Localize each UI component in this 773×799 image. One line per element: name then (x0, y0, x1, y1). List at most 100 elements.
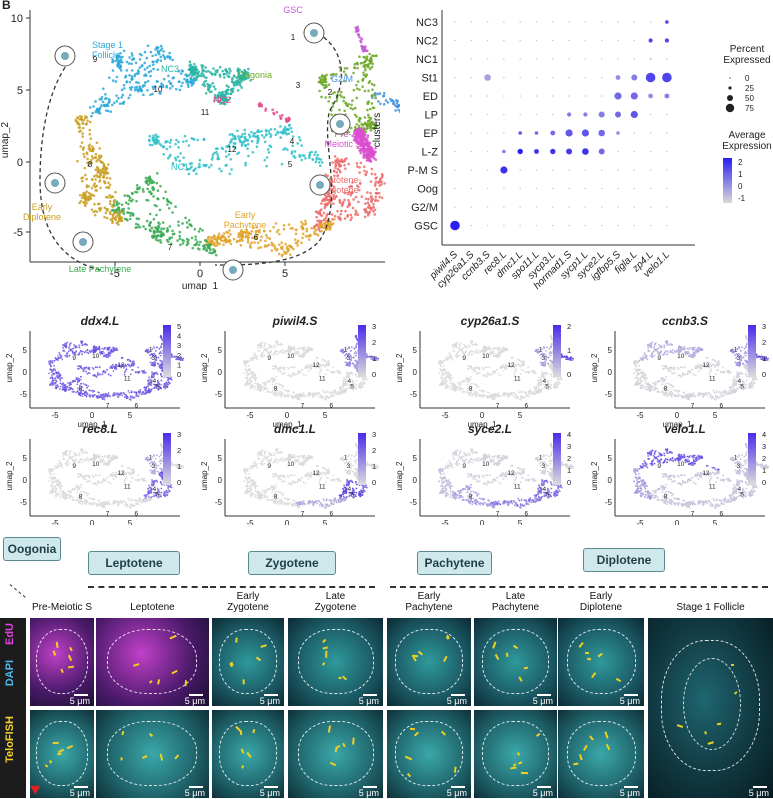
umap-point (189, 167, 192, 170)
dot-cell (633, 224, 636, 227)
umap-point (241, 142, 244, 146)
dot-cell (535, 39, 538, 42)
umap-point (248, 135, 252, 139)
label-line: 1 (149, 347, 153, 354)
umap-point (336, 174, 339, 178)
label-line: -5 (20, 390, 28, 399)
umap-point (343, 217, 347, 220)
umap-point (154, 133, 158, 137)
umap-point (237, 235, 240, 239)
feature-point (299, 395, 302, 398)
feature-point (153, 364, 156, 367)
umap-point (100, 95, 104, 99)
feature-point (268, 343, 270, 346)
umap-point (342, 96, 346, 99)
umap-point (202, 244, 205, 248)
umap-point (148, 143, 152, 147)
dot-cell (584, 21, 587, 23)
feature-point (347, 375, 350, 377)
umap-point (86, 161, 89, 165)
umap-point (260, 103, 263, 106)
umap-point (166, 140, 169, 143)
label-line: Pachytene (224, 220, 267, 230)
umap-point (119, 219, 122, 223)
umap-point (207, 243, 211, 247)
feature-point (81, 344, 84, 347)
umap-point (331, 72, 335, 76)
feature-point (291, 395, 294, 398)
umap-point (105, 207, 108, 211)
feature-point (160, 343, 163, 345)
feature-point (247, 368, 250, 371)
umap-point (192, 62, 196, 66)
feature-point (270, 391, 273, 394)
dot-cell (503, 206, 505, 208)
umap-point (366, 119, 370, 123)
umap-point (93, 182, 97, 185)
umap-point (222, 76, 226, 79)
umap-point (318, 76, 322, 79)
umap-point (218, 167, 221, 171)
legend-color-tick: 2 (738, 158, 743, 167)
umap-point (310, 226, 313, 230)
umap-point (344, 73, 348, 76)
umap-point (114, 80, 118, 83)
umap-point (197, 165, 200, 169)
umap-point (177, 220, 180, 224)
legend-color-title: Average Expression (722, 130, 771, 152)
feature-point (150, 375, 153, 377)
feature-point (94, 366, 97, 369)
umap-point (207, 235, 211, 239)
umap-point (213, 72, 217, 76)
umap-point (366, 101, 369, 104)
cell-nucleus (51, 179, 59, 187)
feature-point (58, 388, 61, 390)
cluster-number: 1 (291, 33, 296, 42)
dot-cell (486, 150, 489, 153)
dot-y-label: clusters (372, 113, 383, 147)
feature-point (354, 365, 356, 368)
feature-point (141, 391, 144, 393)
feature-point (247, 379, 250, 382)
umap-point (246, 71, 250, 75)
umap-point (344, 209, 347, 213)
umap-point (103, 215, 106, 219)
dot-cluster-label: Oog (417, 184, 438, 196)
umap-point (353, 138, 356, 142)
umap-point (111, 205, 115, 208)
umap-point (183, 77, 186, 81)
umap-point (260, 129, 263, 133)
umap-point (80, 141, 84, 144)
label-line: 11 (201, 108, 210, 117)
feature-point (168, 382, 171, 385)
umap-point (333, 91, 336, 94)
feature-point (149, 361, 152, 364)
umap-point (166, 240, 170, 244)
feature-point (318, 396, 321, 399)
feature-point (155, 356, 158, 359)
feature-x-tick: -5 (51, 411, 59, 420)
cluster-number: 4 (290, 137, 295, 146)
umap-point (284, 251, 288, 255)
umap-point (168, 224, 172, 228)
umap-point (374, 198, 377, 202)
umap-point (182, 156, 186, 159)
umap-point (148, 134, 152, 138)
feature-point (254, 374, 257, 377)
umap-point (218, 99, 222, 103)
feature-point (107, 394, 109, 397)
dot-cell (470, 132, 473, 134)
umap-point (332, 169, 336, 173)
umap-point (374, 182, 377, 186)
umap-point (187, 219, 191, 222)
umap-point (191, 71, 194, 75)
umap-point (120, 208, 124, 211)
feature-point (141, 370, 143, 372)
cluster-label-ed: Early Diplotene (23, 202, 61, 222)
feature-scale-bar (163, 325, 171, 377)
dot-cell (535, 113, 538, 116)
feature-point (351, 362, 354, 365)
umap-point (367, 203, 371, 207)
umap-point (134, 61, 138, 65)
umap-point (224, 164, 227, 167)
